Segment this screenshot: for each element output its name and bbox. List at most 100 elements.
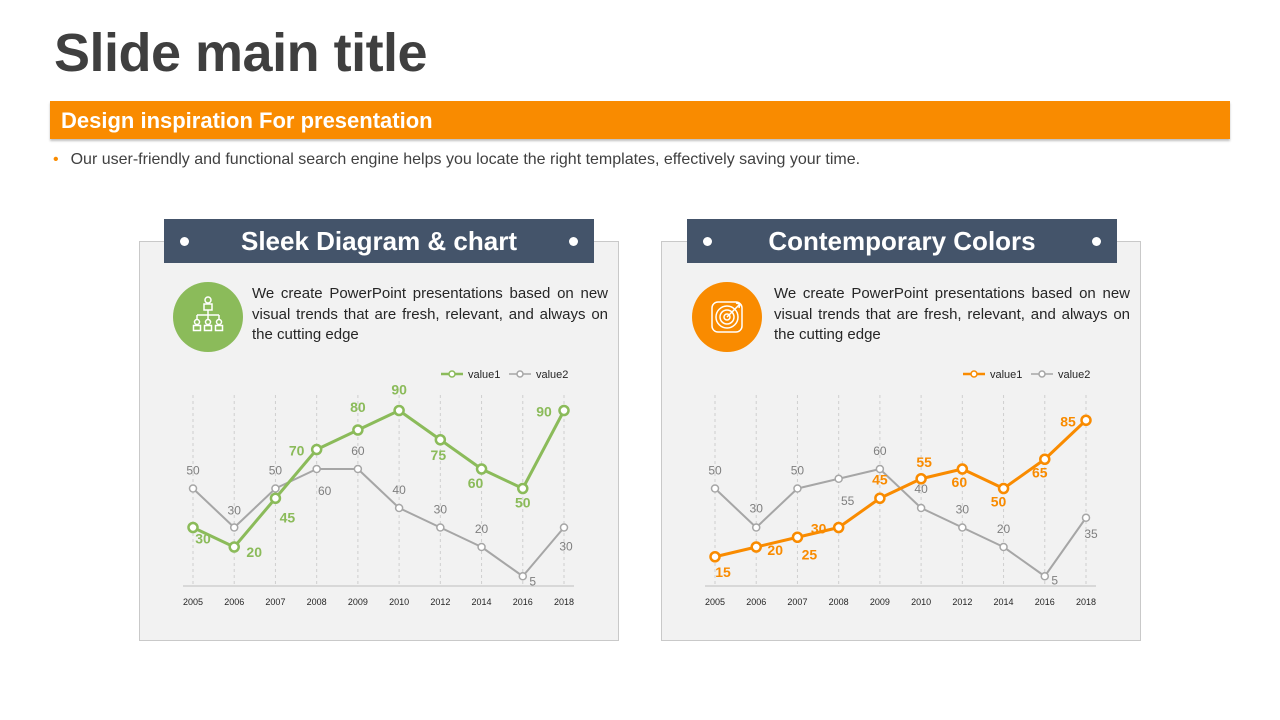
- x-tick-label: 2016: [513, 597, 533, 607]
- data-label: 90: [391, 382, 407, 398]
- data-label: 70: [289, 443, 305, 459]
- target-icon: [692, 282, 762, 352]
- data-point: [710, 484, 720, 493]
- team-hierarchy-icon: [173, 282, 243, 352]
- data-label: 45: [280, 509, 296, 525]
- x-tick-label: 2016: [1035, 597, 1055, 607]
- data-label: 50: [186, 464, 200, 478]
- header-dot-icon: [180, 237, 189, 246]
- series-line-value2: [192, 468, 565, 578]
- x-tick-label: 2005: [183, 597, 203, 607]
- data-point: [475, 463, 488, 475]
- data-point: [310, 443, 323, 456]
- x-tick-label: 2009: [348, 597, 368, 607]
- bullet-text: Our user-friendly and functional search …: [70, 151, 861, 168]
- data-point: [312, 464, 321, 474]
- data-point: [916, 503, 926, 513]
- panel-title-left: Sleek Diagram & chart: [240, 226, 517, 256]
- data-point: [558, 404, 570, 417]
- data-point: [874, 492, 886, 504]
- header-dot-icon: [569, 237, 578, 246]
- data-point: [997, 482, 1010, 495]
- data-label: 20: [246, 544, 262, 560]
- x-tick-label: 2006: [746, 597, 766, 607]
- data-label: 60: [952, 474, 968, 490]
- panel-description-right: We create PowerPoint presentations based…: [774, 285, 1130, 343]
- data-point: [393, 404, 405, 417]
- x-tick-label: 2006: [224, 597, 244, 607]
- data-point: [434, 434, 447, 446]
- data-point: [958, 523, 967, 532]
- data-point: [1039, 453, 1051, 465]
- line-chart-left: 2005 2006 2007 2008 2009 2010 2012 2014 2016 2018…: [183, 369, 574, 607]
- data-label: 65: [1032, 464, 1048, 480]
- slide-title: Slide main title: [54, 23, 428, 83]
- data-label: 5: [1051, 573, 1058, 587]
- data-point: [751, 523, 761, 532]
- data-label: 55: [841, 494, 855, 508]
- data-label: 50: [269, 464, 283, 478]
- data-point: [394, 503, 404, 513]
- data-label: 50: [791, 464, 805, 478]
- data-label: 50: [515, 495, 531, 511]
- header-dot-icon: [1092, 237, 1101, 246]
- chart-panel-right: [661, 241, 1141, 641]
- legend-marker: [448, 370, 456, 378]
- x-tick-label: 2007: [265, 597, 285, 607]
- x-tick-label: 2012: [952, 597, 972, 607]
- data-point: [875, 464, 885, 474]
- data-point: [793, 484, 802, 493]
- data-label: 45: [872, 471, 888, 487]
- data-point: [999, 542, 1008, 552]
- legend-marker: [1038, 370, 1046, 378]
- subtitle-text: Design inspiration For presentation: [61, 108, 433, 133]
- data-label: 50: [708, 464, 722, 478]
- data-label: 30: [434, 503, 448, 517]
- data-label: 75: [431, 447, 447, 463]
- data-label: 40: [392, 483, 406, 497]
- line-chart-right: 2005 2006 2007 2008 2009 2010 2012 2014 2016 2018…: [705, 369, 1098, 607]
- data-point: [559, 523, 569, 532]
- series-line-value1: [714, 419, 1088, 559]
- data-point: [436, 523, 445, 532]
- data-point: [709, 551, 721, 563]
- data-label: 30: [195, 531, 211, 547]
- data-label: 30: [559, 540, 573, 554]
- header-dot-icon: [703, 237, 712, 246]
- bullet-dot-icon: •: [53, 151, 59, 168]
- data-label: 15: [715, 564, 731, 580]
- x-tick-label: 2018: [554, 597, 574, 607]
- data-label: 35: [1084, 527, 1098, 541]
- legend-marker: [516, 370, 524, 378]
- x-tick-label: 2018: [1076, 597, 1096, 607]
- subtitle-banner: Design inspiration For presentation: [50, 101, 1230, 139]
- panel-title-right: Contemporary Colors: [768, 226, 1036, 256]
- data-label: 40: [914, 482, 928, 496]
- legend-label: value1: [468, 369, 500, 381]
- data-label: 90: [536, 404, 552, 420]
- data-point: [352, 424, 364, 436]
- data-label: 60: [351, 444, 365, 458]
- legend-label: value1: [990, 369, 1022, 381]
- x-tick-label: 2014: [472, 597, 492, 607]
- panel-header-right: Contemporary Colors: [687, 219, 1117, 263]
- data-point: [791, 531, 804, 543]
- data-point: [1081, 513, 1091, 522]
- data-label: 30: [750, 502, 764, 516]
- data-label: 30: [811, 521, 827, 537]
- x-tick-label: 2008: [829, 597, 849, 607]
- data-point: [229, 523, 239, 532]
- bullet-line: • Our user-friendly and functional search…: [53, 151, 860, 169]
- x-tick-label: 2010: [911, 597, 931, 607]
- data-label: 30: [228, 504, 242, 518]
- data-label: 30: [956, 503, 970, 517]
- data-point: [834, 474, 843, 483]
- x-tick-label: 2010: [389, 597, 409, 607]
- data-point: [353, 464, 363, 474]
- data-label: 20: [475, 522, 489, 536]
- data-point: [915, 473, 927, 485]
- data-label: 60: [468, 475, 484, 491]
- data-label: 25: [802, 546, 818, 562]
- data-label: 80: [350, 399, 366, 415]
- data-point: [518, 572, 528, 581]
